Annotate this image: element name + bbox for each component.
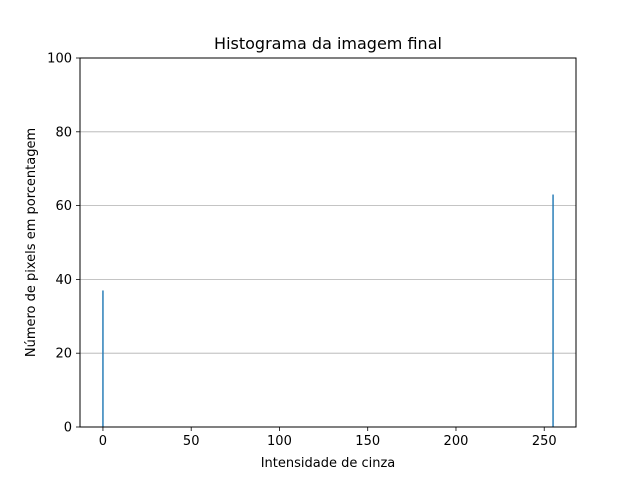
x-tick-label: 50 [183,434,200,449]
y-tick-label: 60 [55,199,72,214]
bars-layer [102,194,554,427]
y-ticks: 0 20 40 60 80 100 [47,52,80,436]
y-tick-label: 100 [47,52,72,67]
y-axis-label: Número de pixels em porcentagem [24,128,39,357]
y-tick-label: 40 [55,273,72,288]
x-tick-label: 150 [355,434,380,449]
y-tick-label: 80 [55,125,72,140]
x-tick-label: 250 [532,434,557,449]
x-tick-label: 200 [444,434,469,449]
x-tick-label: 0 [99,434,107,449]
plot-frame [79,57,577,428]
y-tick-label: 0 [64,421,72,436]
y-tick-label: 20 [55,347,72,362]
chart-title: Histograma da imagem final [214,34,442,53]
x-tick-label: 100 [267,434,292,449]
x-axis-label: Intensidade de cinza [261,456,396,471]
grid-layer [80,131,576,354]
histogram-bar [102,290,104,427]
x-ticks: 0 50 100 150 200 250 [99,427,557,449]
histogram-bar [552,194,554,427]
